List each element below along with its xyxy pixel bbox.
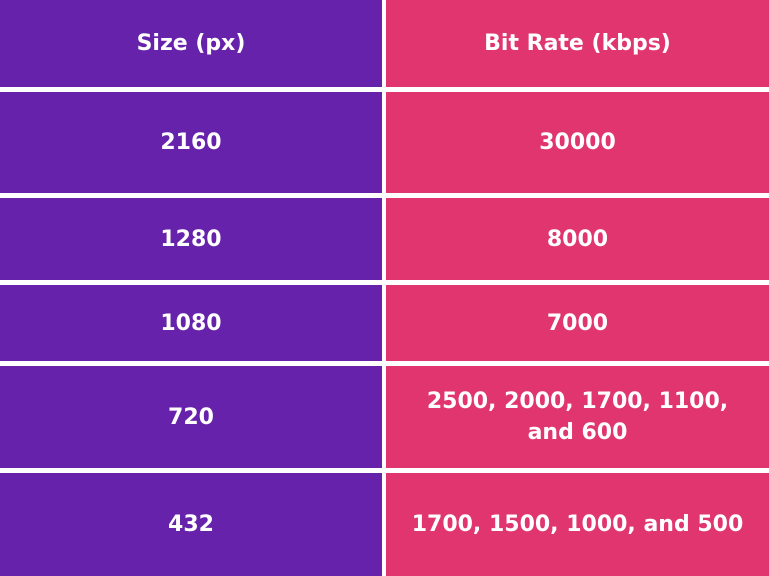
header-size: Size (px) xyxy=(0,0,382,87)
bitrate-cell: 1700, 1500, 1000, and 500 xyxy=(386,473,769,576)
size-cell: 1080 xyxy=(0,285,382,361)
bitrate-cell: 2500, 2000, 1700, 1100, and 600 xyxy=(386,366,769,468)
table-row: 720 2500, 2000, 1700, 1100, and 600 xyxy=(0,366,769,468)
bitrate-cell: 7000 xyxy=(386,285,769,361)
table-row: 1280 8000 xyxy=(0,198,769,280)
size-cell: 720 xyxy=(0,366,382,468)
table-header-row: Size (px) Bit Rate (kbps) xyxy=(0,0,769,87)
size-cell: 1280 xyxy=(0,198,382,280)
size-cell: 432 xyxy=(0,473,382,576)
bitrate-cell: 8000 xyxy=(386,198,769,280)
table-row: 2160 30000 xyxy=(0,92,769,193)
table-row: 432 1700, 1500, 1000, and 500 xyxy=(0,473,769,576)
size-cell: 2160 xyxy=(0,92,382,193)
table-row: 1080 7000 xyxy=(0,285,769,361)
bitrate-cell: 30000 xyxy=(386,92,769,193)
header-bitrate: Bit Rate (kbps) xyxy=(386,0,769,87)
